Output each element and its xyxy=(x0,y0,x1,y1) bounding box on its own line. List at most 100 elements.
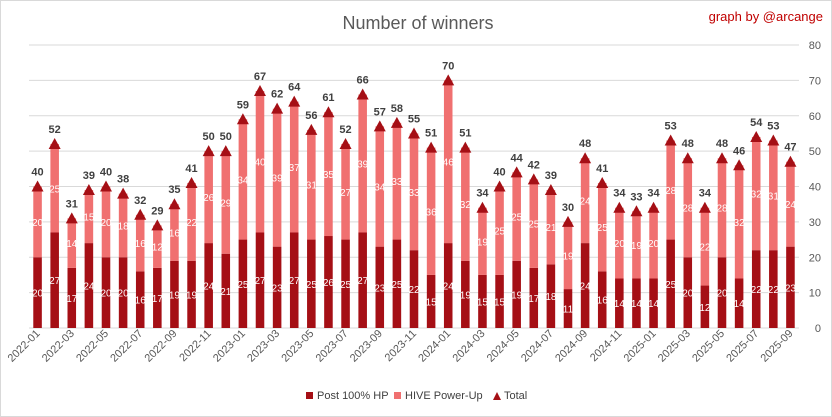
total-marker xyxy=(510,166,523,178)
total-marker xyxy=(527,173,540,185)
bar-power-up xyxy=(84,190,94,244)
bar-power-up-label: 20 xyxy=(100,218,112,229)
total-label: 34 xyxy=(647,188,660,200)
x-tick-label: 2024-01 xyxy=(416,328,453,365)
bar-power-up xyxy=(478,207,487,275)
total-marker xyxy=(168,198,181,210)
bar-power-up-label: 33 xyxy=(408,188,420,199)
bar-power-up xyxy=(101,186,111,258)
bar-post-hp-label: 22 xyxy=(408,285,420,296)
bar-post-hp xyxy=(615,278,624,328)
bar-power-up xyxy=(700,207,710,286)
bar-power-up-label: 37 xyxy=(289,163,301,174)
bar-power-up-label: 12 xyxy=(152,243,164,254)
bar-post-hp xyxy=(546,264,556,328)
legend-label: Total xyxy=(504,390,527,402)
bar-post-hp xyxy=(597,271,607,328)
bar-post-hp-label: 25 xyxy=(306,280,318,291)
bar-post-hp xyxy=(649,278,658,328)
total-marker xyxy=(647,201,660,213)
x-tick-label: 2024-11 xyxy=(588,328,624,364)
bar-post-hp xyxy=(580,243,590,328)
bar-post-hp-label: 15 xyxy=(494,297,506,308)
total-marker xyxy=(339,138,352,150)
bar-post-hp-label: 24 xyxy=(443,282,455,293)
total-label: 52 xyxy=(49,124,61,136)
total-marker xyxy=(31,180,44,192)
bar-power-up xyxy=(204,151,213,244)
bar-post-hp xyxy=(272,246,282,328)
bar-power-up xyxy=(153,225,162,268)
y-axis-ticks: 0 10 20 30 40 50 60 70 80 xyxy=(809,40,821,335)
x-tick-label: 2025-09 xyxy=(759,328,796,365)
bar-power-up-label: 25 xyxy=(49,184,61,195)
bar-post-hp-label: 27 xyxy=(49,276,61,287)
legend-swatch xyxy=(394,392,401,399)
total-marker xyxy=(408,127,420,139)
bar-post-hp xyxy=(717,257,727,328)
bar-power-up xyxy=(170,204,179,261)
bar-post-hp xyxy=(563,289,573,328)
total-marker xyxy=(65,212,78,224)
bar-power-up-label: 25 xyxy=(597,223,609,234)
bar-post-hp-label: 20 xyxy=(118,289,130,300)
x-tick-label: 2025-07 xyxy=(724,328,761,365)
bar-post-hp xyxy=(392,239,402,328)
total-label: 66 xyxy=(357,75,369,87)
bar-power-up xyxy=(751,136,761,251)
total-marker xyxy=(750,130,763,142)
bar-power-up xyxy=(529,179,539,268)
bar-post-hp xyxy=(238,239,248,328)
bar-post-hp-label: 14 xyxy=(734,299,746,310)
bar-power-up xyxy=(392,122,402,240)
bar-post-hp-label: 18 xyxy=(545,292,557,303)
bar-post-hp-label: 12 xyxy=(699,303,711,314)
total-marker xyxy=(185,176,198,188)
total-marker xyxy=(459,141,472,153)
x-tick-label: 2023-09 xyxy=(348,328,385,365)
bar-post-hp xyxy=(358,232,367,328)
total-marker xyxy=(493,180,506,192)
x-tick-label: 2024-03 xyxy=(451,328,488,365)
bar-power-up xyxy=(375,126,385,247)
bar-post-hp xyxy=(409,250,419,328)
bar-post-hp xyxy=(187,260,196,328)
total-label: 48 xyxy=(682,138,694,150)
bar-power-up-label: 32 xyxy=(734,218,746,229)
bar-power-up xyxy=(597,182,607,272)
bar-power-up xyxy=(769,140,778,251)
total-marker xyxy=(613,201,626,213)
total-label: 50 xyxy=(220,131,232,143)
bar-post-hp-label: 23 xyxy=(374,283,386,294)
total-label: 33 xyxy=(630,191,642,203)
x-axis-ticks: 2022-012022-032022-052022-072022-092022-… xyxy=(6,328,796,365)
bar-post-hp-label: 27 xyxy=(289,276,301,287)
total-marker xyxy=(784,155,797,167)
bar-post-hp-label: 25 xyxy=(391,280,403,291)
total-markers: 40 52 31 39 40 38 32 29 35 41 50 50 59 67 62 64 56 61 52 66… xyxy=(31,60,797,231)
total-label: 34 xyxy=(699,188,712,200)
total-label: 52 xyxy=(339,124,351,136)
x-tick-label: 2022-11 xyxy=(177,328,213,364)
bar-post-hp xyxy=(734,278,744,328)
total-marker xyxy=(390,116,403,128)
total-marker xyxy=(82,184,95,196)
bar-post-hp xyxy=(289,232,299,328)
total-label: 62 xyxy=(271,89,283,101)
bar-power-up xyxy=(289,101,299,233)
bar-power-up-label: 21 xyxy=(545,223,557,234)
bar-power-up-label: 19 xyxy=(477,237,489,248)
bar-post-hp xyxy=(632,278,641,328)
x-tick-label: 2024-07 xyxy=(519,328,556,365)
bar-power-up-label: 25 xyxy=(511,213,523,224)
total-marker xyxy=(322,106,335,118)
legend-swatch xyxy=(306,392,313,399)
bar-power-up xyxy=(734,165,744,279)
bar-power-up xyxy=(187,182,196,261)
bar-post-hp-label: 19 xyxy=(169,290,181,301)
bar-post-hp xyxy=(135,271,145,328)
bar-power-up-label: 14 xyxy=(66,239,78,250)
bar-power-up xyxy=(50,144,59,233)
bar-post-hp-label: 15 xyxy=(426,297,438,308)
total-label: 64 xyxy=(288,82,301,94)
